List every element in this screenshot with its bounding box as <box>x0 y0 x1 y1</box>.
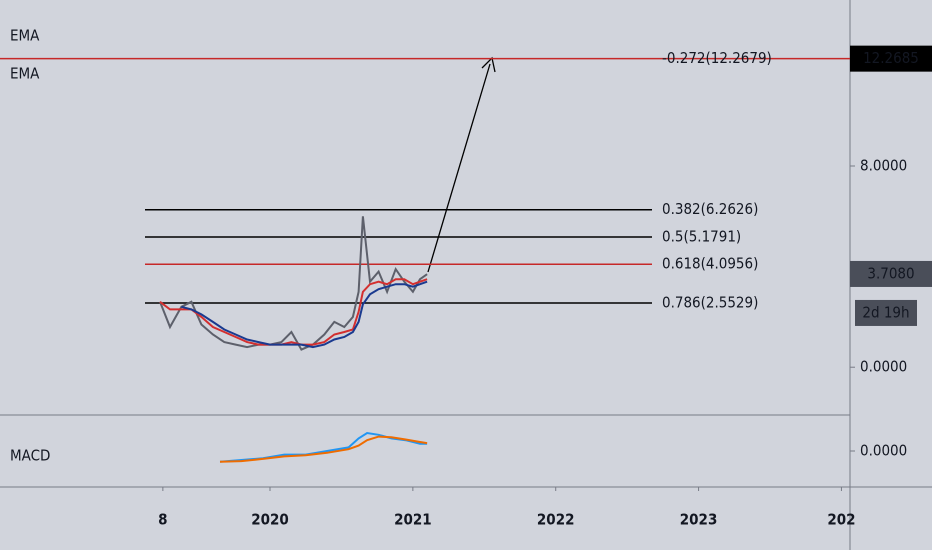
x-tick-label: 2023 <box>680 511 718 529</box>
y-tick-label: 8.0000 <box>860 157 907 175</box>
ema-line <box>159 278 428 346</box>
fib-label: 0.5(5.1791) <box>662 227 741 245</box>
macd-line <box>219 435 428 463</box>
price-tag-label: 12.2685 <box>863 49 919 67</box>
x-tick-label: 202 <box>827 511 855 529</box>
price-tag <box>850 45 932 72</box>
macd-label: MACD <box>10 447 50 465</box>
fib-label: -0.272(12.2679) <box>662 49 772 67</box>
macd-y-tick-label: 0.0000 <box>860 442 907 460</box>
y-tick-label: 0.0000 <box>860 358 907 376</box>
x-tick-label: 8 <box>158 511 167 529</box>
fib-label: 0.786(2.5529) <box>662 294 758 312</box>
x-tick-label: 2020 <box>251 511 289 529</box>
x-tick-label: 2022 <box>537 511 575 529</box>
fib-label: 0.382(6.2626) <box>662 200 758 218</box>
price-tag <box>850 260 932 287</box>
price-tag-label: 3.7080 <box>867 264 914 282</box>
countdown: 2d 19h <box>862 303 909 321</box>
x-tick-label: 2021 <box>394 511 432 529</box>
indicator-label: EMA <box>10 65 40 83</box>
countdown-box <box>855 299 917 326</box>
indicator-label: EMA <box>10 27 40 45</box>
fib-label: 0.618(4.0956) <box>662 255 758 273</box>
ema-line <box>181 280 428 349</box>
